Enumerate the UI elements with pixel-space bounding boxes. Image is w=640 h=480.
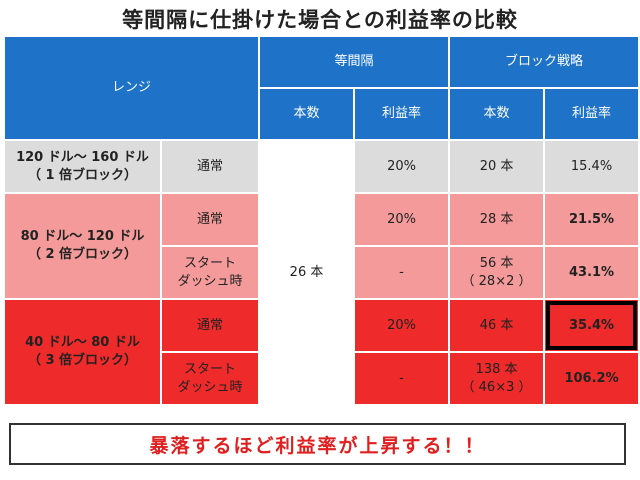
conclusion-text: 暴落するほど利益率が上昇する！！ xyxy=(149,434,486,457)
type-cell: スタート ダッシュ時 xyxy=(159,245,261,300)
type-cell: 通常 xyxy=(159,139,261,194)
block-count-cell: 46 本 xyxy=(448,298,546,353)
page-title: 等間隔に仕掛けた場合との利益率の比較 xyxy=(122,8,518,32)
equal-count-cell: 26 本 xyxy=(258,139,356,406)
equal-rate-cell: - xyxy=(353,245,451,300)
table-row: 80 ドル～ 120 ドル （ 2 倍ブロック） 通常 20% 28 本 21.… xyxy=(3,192,640,300)
block-count-cell: 56 本 （ 28×2 ） xyxy=(448,245,546,300)
type-cell: 通常 xyxy=(159,192,261,247)
type-line2: ダッシュ時 xyxy=(177,273,243,289)
block-count-cell: 28 本 xyxy=(448,192,546,247)
block-count-line2: （ 46×3 ） xyxy=(461,379,532,395)
type-cell: 通常 xyxy=(159,298,261,353)
equal-rate-cell: 20% xyxy=(353,139,451,194)
range-line2: （ 1 倍ブロック） xyxy=(27,167,138,183)
header-block-count: 本数 xyxy=(448,87,546,141)
table-row: 40 ドル～ 80 ドル （ 3 倍ブロック） 通常 20% 46 本 35.4… xyxy=(3,298,640,406)
header-range: レンジ xyxy=(2,35,261,141)
block-rate-cell: 43.1% xyxy=(543,245,640,300)
range-line2: （ 3 倍ブロック） xyxy=(27,353,138,368)
comparison-table: レンジ 等間隔 ブロック戦略 本数 利益率 本数 利益率 120 ドル～ 160… xyxy=(2,35,640,406)
type-line1: スタート xyxy=(184,255,237,271)
table-row: 120 ドル～ 160 ドル （ 1 倍ブロック） 通常 26 本 20% 20… xyxy=(3,139,640,406)
range-line1: 80 ドル～ 120 ドル xyxy=(20,229,145,244)
range-cell: 80 ドル～ 120 ドル （ 2 倍ブロック） xyxy=(3,192,162,300)
header-block-strategy: ブロック戦略 xyxy=(448,35,640,89)
range-line2: （ 2 倍ブロック） xyxy=(27,247,138,262)
range-cell: 120 ドル～ 160 ドル （ 1 倍ブロック） xyxy=(3,139,162,194)
block-count-line1: 56 本 xyxy=(479,255,514,271)
equal-rate-cell: 20% xyxy=(353,298,451,353)
type-cell: スタート ダッシュ時 xyxy=(159,351,261,406)
type-line1: スタート xyxy=(184,361,237,377)
block-count-cell: 20 本 xyxy=(448,139,546,194)
block-rate-cell: 15.4% xyxy=(543,139,640,194)
header-equal-count: 本数 xyxy=(258,87,356,141)
header-equal-interval: 等間隔 xyxy=(258,35,451,89)
table-row: スタート ダッシュ時 - 138 本 （ 46×3 ） 106.2% xyxy=(4,351,640,406)
block-rate-cell: 106.2% xyxy=(543,351,640,406)
range-line1: 120 ドル～ 160 ドル xyxy=(16,149,149,165)
block-count-cell: 138 本 （ 46×3 ） xyxy=(448,351,546,406)
equal-rate-cell: - xyxy=(353,351,451,406)
header-block-profit-rate: 利益率 xyxy=(543,87,640,141)
range-line1: 40 ドル～ 80 ドル xyxy=(25,335,140,350)
block-count-line1: 138 本 xyxy=(475,361,518,377)
block-rate-cell-highlighted: 35.4% xyxy=(543,298,640,353)
range-cell: 40 ドル～ 80 ドル （ 3 倍ブロック） xyxy=(3,298,162,406)
type-line2: ダッシュ時 xyxy=(177,379,243,395)
block-count-line2: （ 28×2 ） xyxy=(461,273,532,289)
table-row: スタート ダッシュ時 - 56 本 （ 28×2 ） 43.1% xyxy=(4,245,640,300)
header-equal-profit-rate: 利益率 xyxy=(353,87,451,141)
conclusion-box: 暴落するほど利益率が上昇する！！ xyxy=(9,423,626,465)
block-rate-cell: 21.5% xyxy=(543,192,640,247)
equal-rate-cell: 20% xyxy=(353,192,451,247)
